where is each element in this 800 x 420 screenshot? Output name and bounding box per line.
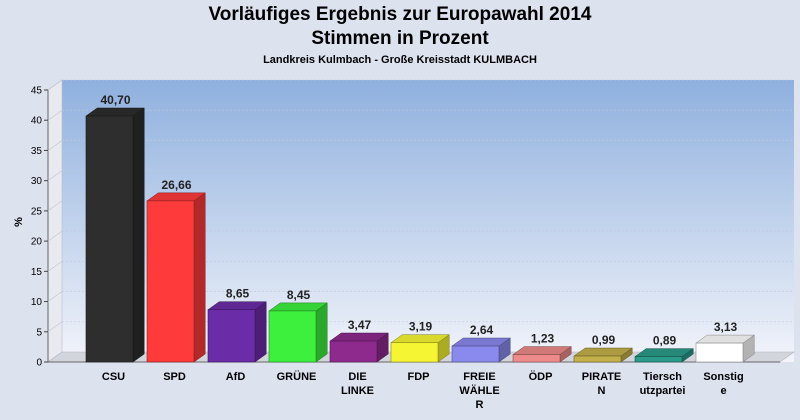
bar xyxy=(451,337,511,363)
bar-front xyxy=(573,355,622,363)
x-tick-label-line: Sonstig xyxy=(703,371,743,383)
bar xyxy=(695,334,755,363)
data-label: 26,66 xyxy=(161,178,191,192)
data-label: 8,65 xyxy=(226,287,250,301)
x-tick-label-line: ÖDP xyxy=(529,370,553,383)
bar xyxy=(207,301,267,363)
bar xyxy=(390,334,450,363)
x-tick-label-line: GRÜNE xyxy=(277,370,317,383)
y-tick-label: 5 xyxy=(36,327,42,338)
bar xyxy=(329,332,389,363)
bar-front xyxy=(146,200,195,363)
bar-front xyxy=(451,345,500,363)
y-tick-label: 20 xyxy=(31,237,43,248)
x-tick-label: CSU xyxy=(102,371,125,383)
y-tick-label: 15 xyxy=(31,267,43,278)
y-tick-label: 45 xyxy=(31,86,43,97)
y-tick-label: 35 xyxy=(31,146,43,157)
x-tick-label-line: SPD xyxy=(163,371,186,383)
x-tick-label-line: utzpartei xyxy=(640,385,686,397)
bar-side xyxy=(132,107,145,363)
data-label: 3,13 xyxy=(714,320,738,334)
data-label: 3,19 xyxy=(409,320,433,334)
x-tick-label: Sonstig e xyxy=(703,371,743,397)
data-label: 8,45 xyxy=(287,288,311,302)
grid-line-wall xyxy=(47,79,63,91)
bar-front xyxy=(512,354,561,363)
x-tick-label-line: CSU xyxy=(102,371,125,383)
plot-left-wall xyxy=(47,79,63,363)
chart-subtitle: Stimmen in Prozent xyxy=(311,28,489,49)
bar xyxy=(146,192,206,363)
bar-front xyxy=(268,310,317,363)
grid-line-wall xyxy=(47,109,63,121)
grid-line-wall xyxy=(47,230,63,242)
y-tick-label: 30 xyxy=(31,176,43,187)
bar-front xyxy=(634,356,683,363)
grid-line-wall xyxy=(47,321,63,333)
x-tick-label-line: FDP xyxy=(408,371,430,383)
chart-region: Landkreis Kulmbach - Große Kreisstadt KU… xyxy=(263,54,537,66)
x-tick-label: Tiersch utzpartei xyxy=(640,371,686,397)
bar-side xyxy=(193,192,206,363)
grid-line-wall xyxy=(47,170,63,181)
x-tick-label: DIE LINKE xyxy=(341,371,374,397)
bar xyxy=(634,348,694,363)
x-tick-label-line: FREIE xyxy=(463,371,495,383)
bar-front xyxy=(85,115,134,363)
x-tick-label-line: R xyxy=(476,399,484,411)
x-tick-label-line: e xyxy=(720,385,726,397)
y-tick-label: 40 xyxy=(31,116,43,127)
grid-line-wall xyxy=(47,261,63,272)
grid-line-wall xyxy=(47,140,63,151)
x-tick-label: FDP xyxy=(408,371,430,383)
x-tick-label-line: PIRATE xyxy=(582,371,622,383)
bar-side xyxy=(315,302,328,363)
grid-line-wall xyxy=(47,200,63,212)
data-label: 0,89 xyxy=(653,334,677,348)
x-tick-label-line: AfD xyxy=(226,371,246,383)
x-tick-label-line: WÄHLE xyxy=(459,384,499,397)
x-tick-label: SPD xyxy=(163,371,186,383)
x-tick-label-line: Tiersch xyxy=(643,371,682,383)
x-tick-label-line: LINKE xyxy=(341,385,374,397)
x-tick-label: PIRATE N xyxy=(582,371,622,397)
bar-front xyxy=(695,342,744,363)
y-tick-label: 10 xyxy=(31,297,43,308)
y-tick-label: 0 xyxy=(36,358,42,369)
x-tick-label: GRÜNE xyxy=(277,370,317,383)
x-tick-label-line: N xyxy=(598,385,606,397)
bar-front xyxy=(390,342,439,363)
y-tick-label: 25 xyxy=(31,206,43,217)
data-label: 40,70 xyxy=(100,93,130,107)
bar-front xyxy=(207,309,256,363)
x-tick-label: ÖDP xyxy=(529,370,553,383)
bar-front xyxy=(329,340,378,363)
y-axis-label: % xyxy=(13,217,25,227)
data-label: 0,99 xyxy=(592,333,616,347)
bar xyxy=(85,107,145,363)
data-label: 2,64 xyxy=(470,323,494,337)
chart-title: Vorläufiges Ergebnis zur Europawahl 2014 xyxy=(208,4,592,25)
bar xyxy=(512,346,572,363)
data-label: 1,23 xyxy=(531,332,555,346)
x-tick-label-line: DIE xyxy=(348,371,366,383)
grid-line-wall xyxy=(47,291,63,302)
bar xyxy=(268,302,328,363)
x-tick-label: AfD xyxy=(226,371,246,383)
data-label: 3,47 xyxy=(348,318,372,332)
bar-side xyxy=(254,301,267,363)
bar xyxy=(573,347,633,363)
x-tick-label: FREIE WÄHLE R xyxy=(459,371,499,411)
